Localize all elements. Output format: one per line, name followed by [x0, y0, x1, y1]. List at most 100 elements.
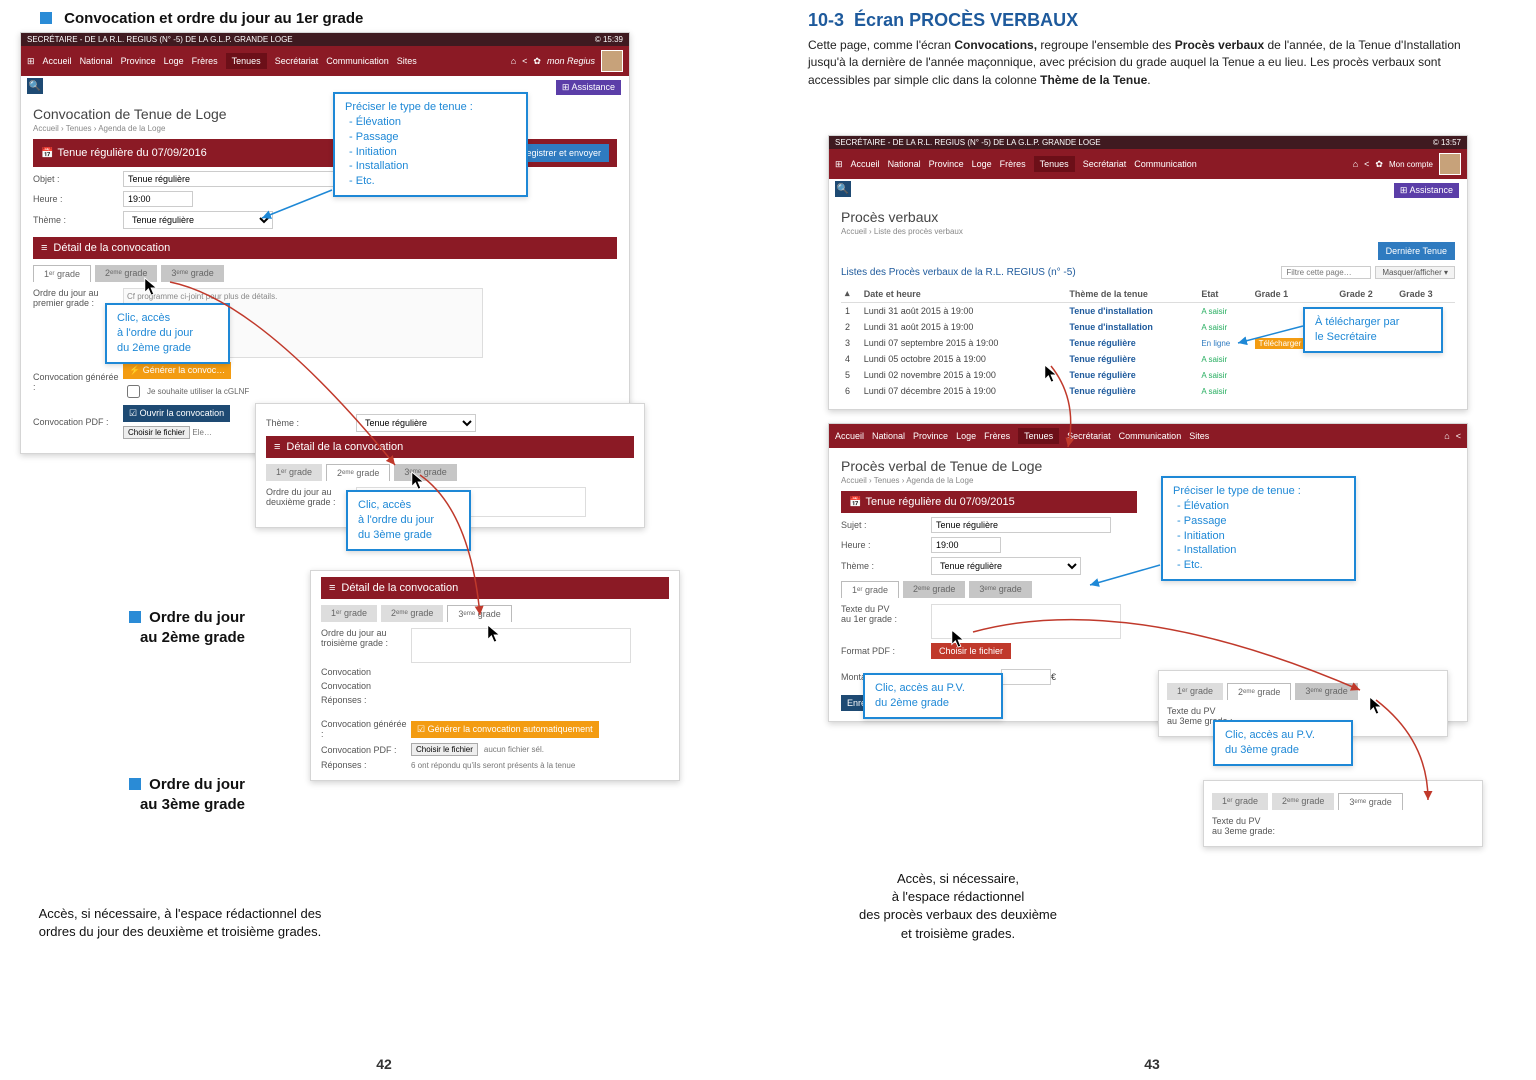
- g3-tab3[interactable]: 3ᵉᵐᵉ grade: [447, 605, 511, 622]
- col-g1[interactable]: Grade 1: [1251, 285, 1336, 303]
- chk-glnf[interactable]: Je souhaite utiliser la cGLNF: [123, 382, 249, 401]
- navbar: ⊞ Accueil National Province Loge Frères …: [21, 46, 629, 76]
- nav-accueil[interactable]: Accueil: [835, 431, 864, 441]
- mask-button[interactable]: Masquer/afficher ▾: [1375, 266, 1455, 279]
- pv3-tab2[interactable]: 2ᵉᵐᵉ grade: [1272, 793, 1334, 810]
- nav-freres[interactable]: Frères: [192, 56, 218, 66]
- field-objet: Objet :: [33, 171, 617, 187]
- pv2-tab2[interactable]: 2ᵉᵐᵉ grade: [1227, 683, 1291, 700]
- g2-detail-header: Détail de la convocation: [286, 441, 403, 453]
- ct-r-1: Passage: [1177, 514, 1344, 529]
- pv2-tab1[interactable]: 1ᵉʳ grade: [1167, 683, 1223, 700]
- nav-accueil[interactable]: Accueil: [851, 159, 880, 169]
- g3-file-button[interactable]: Choisir le fichier: [411, 743, 478, 756]
- col-date[interactable]: Date et heure: [860, 285, 1066, 303]
- nav-secretariat[interactable]: Secrétariat: [1067, 431, 1111, 441]
- share-icon[interactable]: <: [1364, 159, 1369, 169]
- screenshot-grade3: Détail de la convocation 1ᵉʳ grade 2ᵉᵐᵉ …: [310, 570, 680, 781]
- filter-input[interactable]: [1281, 266, 1371, 279]
- tronc-input[interactable]: [1001, 669, 1051, 685]
- nav-tenues[interactable]: Tenues: [226, 53, 267, 69]
- search-icon[interactable]: 🔍: [27, 78, 43, 94]
- assistance-button[interactable]: ⊞ Assistance: [1394, 183, 1459, 198]
- g3-gen-button[interactable]: ☑ Générer la convocation automatiquement: [411, 721, 599, 738]
- share-icon[interactable]: <: [1456, 431, 1461, 441]
- table-row[interactable]: 4Lundi 05 octobre 2015 à 19:00Tenue régu…: [841, 351, 1455, 367]
- col-g2[interactable]: Grade 2: [1335, 285, 1395, 303]
- nav-province[interactable]: Province: [913, 431, 948, 441]
- g3-tab2[interactable]: 2ᵉᵐᵉ grade: [381, 605, 443, 622]
- col-etat[interactable]: Etat: [1197, 285, 1250, 303]
- nav-province[interactable]: Province: [121, 56, 156, 66]
- nav-freres[interactable]: Frères: [1000, 159, 1026, 169]
- field-heure: Heure :: [33, 191, 617, 207]
- avatar[interactable]: [1439, 153, 1461, 175]
- nav-tenues[interactable]: Tenues: [1018, 428, 1059, 444]
- nav-national[interactable]: National: [80, 56, 113, 66]
- assistance-button[interactable]: ⊞ Assistance: [556, 80, 621, 95]
- nav-communication[interactable]: Communication: [1134, 159, 1197, 169]
- theme-select-r[interactable]: Tenue régulière: [931, 557, 1081, 575]
- open-conv-button[interactable]: ☑ Ouvrir la convocation: [123, 405, 230, 422]
- share-icon[interactable]: <: [522, 56, 527, 66]
- nav-province[interactable]: Province: [929, 159, 964, 169]
- home-icon[interactable]: ⌂: [511, 56, 516, 66]
- col-g3[interactable]: Grade 3: [1395, 285, 1455, 303]
- generate-button[interactable]: ⚡ Générer la convoc…: [123, 362, 231, 379]
- gear-icon[interactable]: ✿: [533, 56, 541, 67]
- nav-national[interactable]: National: [888, 159, 921, 169]
- tab-grade2[interactable]: 2ᵉᵐᵉ grade: [95, 265, 157, 282]
- pv2-tab3[interactable]: 3ᵉᵐᵉ grade: [1295, 683, 1357, 700]
- nav-secretariat[interactable]: Secrétariat: [275, 56, 319, 66]
- pv-tab2[interactable]: 2ᵉᵐᵉ grade: [903, 581, 965, 598]
- pv3-tab1[interactable]: 1ᵉʳ grade: [1212, 793, 1268, 810]
- nav-sites[interactable]: Sites: [397, 56, 417, 66]
- g3-odj-box[interactable]: [411, 628, 631, 663]
- heure-input-r[interactable]: [931, 537, 1001, 553]
- nav-tenues[interactable]: Tenues: [1034, 156, 1075, 172]
- home-icon[interactable]: ⌂: [1444, 431, 1449, 441]
- nav-sites[interactable]: Sites: [1189, 431, 1209, 441]
- g2-tab1[interactable]: 1ᵉʳ grade: [266, 464, 322, 481]
- grid-icon[interactable]: ⊞: [835, 159, 843, 170]
- tab-grade3[interactable]: 3ᵉᵐᵉ grade: [161, 265, 223, 282]
- heure-input[interactable]: [123, 191, 193, 207]
- sujet-input[interactable]: [931, 517, 1111, 533]
- pvtext-label: Texte du PV au 1er grade :: [841, 604, 931, 624]
- pvtext-box[interactable]: [931, 604, 1121, 639]
- g3-tab1[interactable]: 1ᵉʳ grade: [321, 605, 377, 622]
- nav-loge[interactable]: Loge: [956, 431, 976, 441]
- grid-icon[interactable]: ⊞: [27, 56, 35, 67]
- table-row[interactable]: 5Lundi 02 novembre 2015 à 19:00Tenue rég…: [841, 367, 1455, 383]
- pv3-tab3[interactable]: 3ᵉᵐᵉ grade: [1338, 793, 1402, 810]
- objet-label: Objet :: [33, 174, 123, 184]
- nav-freres[interactable]: Frères: [984, 431, 1010, 441]
- nav-accueil[interactable]: Accueil: [43, 56, 72, 66]
- nav-national[interactable]: National: [872, 431, 905, 441]
- pv-tab1[interactable]: 1ᵉʳ grade: [841, 581, 899, 598]
- table-row[interactable]: 6Lundi 07 décembre 2015 à 19:00Tenue rég…: [841, 383, 1455, 399]
- pv-file-button[interactable]: Choisir le fichier: [931, 643, 1011, 659]
- col-n[interactable]: ▴: [841, 285, 860, 303]
- g2-tab3[interactable]: 3ᵉᵐᵉ grade: [394, 464, 456, 481]
- nav-communication[interactable]: Communication: [1119, 431, 1182, 441]
- search-icon[interactable]: 🔍: [835, 181, 851, 197]
- gear-icon[interactable]: ✿: [1375, 159, 1383, 170]
- ct-r-2: Initiation: [1177, 529, 1344, 544]
- content-area: Convocation de Tenue de Loge Accueil › T…: [21, 96, 629, 453]
- pv-tab3[interactable]: 3ᵉᵐᵉ grade: [969, 581, 1031, 598]
- g2-theme-select[interactable]: Tenue régulière: [356, 414, 476, 432]
- avatar[interactable]: [601, 50, 623, 72]
- tab-grade1[interactable]: 1ᵉʳ grade: [33, 265, 91, 282]
- theme-select[interactable]: Tenue régulière: [123, 211, 273, 229]
- file-button[interactable]: Choisir le fichier: [123, 426, 190, 439]
- chk-glnf-box[interactable]: [127, 385, 140, 398]
- g2-tab2[interactable]: 2ᵉᵐᵉ grade: [326, 464, 390, 481]
- nav-loge[interactable]: Loge: [164, 56, 184, 66]
- last-tenue-button[interactable]: Dernière Tenue: [1378, 242, 1455, 260]
- home-icon[interactable]: ⌂: [1353, 159, 1358, 169]
- nav-secretariat[interactable]: Secrétariat: [1083, 159, 1127, 169]
- nav-loge[interactable]: Loge: [972, 159, 992, 169]
- nav-communication[interactable]: Communication: [326, 56, 389, 66]
- col-theme[interactable]: Thème de la tenue: [1065, 285, 1197, 303]
